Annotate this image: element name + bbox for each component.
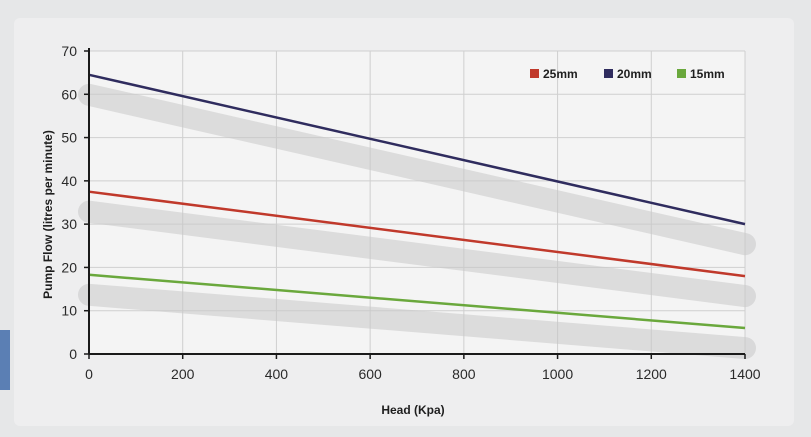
x-tick-label-1000: 1000 [542, 366, 573, 382]
series-line-15mm [88, 273, 746, 330]
y-tick-label-10: 10 [61, 303, 77, 319]
y-tick-label-30: 30 [61, 216, 77, 232]
y-tick-label-50: 50 [61, 130, 77, 146]
series-line-20mm [88, 73, 746, 226]
y-tick-label-70: 70 [61, 43, 77, 59]
y-tick-label-0: 0 [69, 346, 77, 362]
shadow-25mm [78, 200, 756, 308]
y-axis-label: Pump Flow (litres per minute) [41, 130, 55, 299]
y-tick-label-40: 40 [61, 173, 77, 189]
x-tick-label-600: 600 [358, 366, 382, 382]
legend-swatch-20mm [604, 69, 613, 78]
legend: 25mm 20mm 15mm [530, 67, 725, 81]
legend-swatch-25mm [530, 69, 539, 78]
axes [84, 48, 746, 359]
shadow-15mm [78, 283, 756, 360]
x-tick-labels: 0 200 400 600 800 1000 1200 1400 [85, 366, 761, 382]
legend-swatch-15mm [677, 69, 686, 78]
y-tick-label-20: 20 [61, 259, 77, 275]
x-tick-label-800: 800 [452, 366, 476, 382]
side-tab [0, 330, 10, 390]
x-tick-label-400: 400 [265, 366, 289, 382]
x-tick-label-200: 200 [171, 366, 195, 382]
series-line-25mm [88, 190, 746, 278]
legend-label-20mm: 20mm [617, 67, 652, 81]
x-tick-label-0: 0 [85, 366, 93, 382]
x-tick-label-1200: 1200 [636, 366, 667, 382]
shadow-20mm [78, 83, 756, 256]
x-tick-label-1400: 1400 [729, 366, 760, 382]
y-tick-label-60: 60 [61, 86, 77, 102]
legend-label-25mm: 25mm [543, 67, 578, 81]
series-lines [88, 73, 746, 330]
x-axis-label: Head (Kpa) [381, 403, 444, 417]
y-tick-labels: 0 10 20 30 40 50 60 70 [61, 43, 77, 362]
legend-label-15mm: 15mm [690, 67, 725, 81]
line-shadows [78, 83, 756, 360]
